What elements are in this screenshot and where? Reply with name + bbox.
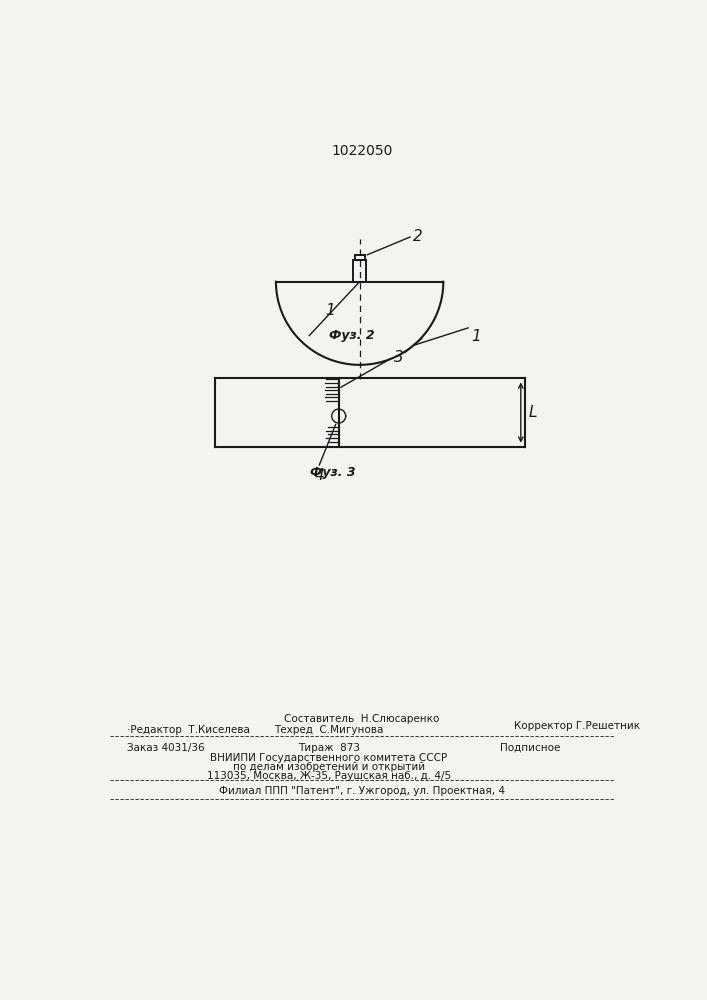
- Text: Техред  С.Мигунова: Техред С.Мигунова: [274, 725, 383, 735]
- Text: Филиал ППП "Патент", г. Ужгород, ул. Проектная, 4: Филиал ППП "Патент", г. Ужгород, ул. Про…: [219, 786, 505, 796]
- Text: ·Редактор  Т.Киселева: ·Редактор Т.Киселева: [127, 725, 250, 735]
- Text: Подписное: Подписное: [500, 743, 561, 753]
- Text: Тираж  873: Тираж 873: [298, 743, 360, 753]
- Text: 4: 4: [315, 468, 325, 483]
- Text: по делам изобретений и открытий: по делам изобретений и открытий: [233, 762, 425, 772]
- Text: L: L: [529, 405, 537, 420]
- Text: 2: 2: [413, 229, 423, 244]
- Text: 1: 1: [472, 329, 481, 344]
- Text: Фуз. 2: Фуз. 2: [329, 329, 375, 342]
- Text: 3: 3: [394, 350, 404, 365]
- Text: Заказ 4031/36: Заказ 4031/36: [127, 743, 205, 753]
- Text: Корректор Г.Решетник: Корректор Г.Решетник: [513, 721, 640, 731]
- Text: 1022050: 1022050: [332, 144, 392, 158]
- Bar: [354, 260, 366, 282]
- Text: 113035, Москва, Ж-35, Раушская наб., д. 4/5: 113035, Москва, Ж-35, Раушская наб., д. …: [206, 771, 450, 781]
- Bar: [355, 255, 365, 260]
- Text: ВНИИПИ Государственного комитета СССР: ВНИИПИ Государственного комитета СССР: [210, 753, 448, 763]
- Text: Составитель  Н.Слюсаренко: Составитель Н.Слюсаренко: [284, 714, 440, 724]
- Text: 1: 1: [325, 303, 335, 318]
- Text: Фуз. 3: Фуз. 3: [310, 466, 356, 479]
